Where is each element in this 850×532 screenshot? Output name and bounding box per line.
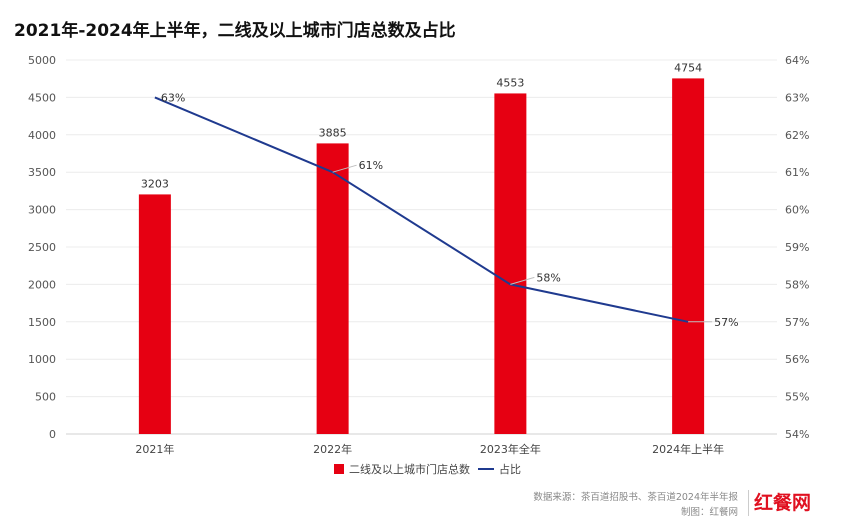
y-axis-right: 54% 55% 56% 57% 58% 59% 60% 61% 62% 63% 64% bbox=[785, 54, 809, 441]
brand-separator bbox=[748, 490, 749, 516]
y-right-tick-label: 63% bbox=[785, 91, 809, 104]
y-right-tick-label: 58% bbox=[785, 278, 809, 291]
bar bbox=[494, 93, 527, 434]
y-right-tick-label: 61% bbox=[785, 166, 809, 179]
brand-logo: 红餐网 bbox=[754, 492, 812, 514]
y-right-tick-label: 57% bbox=[785, 316, 809, 329]
x-tick-label: 2021年 bbox=[135, 442, 174, 456]
y-axis-left: 0 500 1000 1500 2000 2500 3000 3500 4000 4500 5000 bbox=[28, 54, 56, 441]
y-right-tick-label: 62% bbox=[785, 129, 809, 142]
grid-lines bbox=[66, 59, 777, 435]
x-tick-label: 2024年上半年 bbox=[652, 442, 724, 456]
y-right-tick-label: 55% bbox=[785, 391, 809, 404]
y-left-tick-label: 4500 bbox=[28, 91, 56, 104]
bar-value-label: 3885 bbox=[319, 126, 347, 139]
line-value-label: 61% bbox=[359, 159, 383, 172]
line-value-label: 57% bbox=[714, 316, 738, 329]
bar bbox=[316, 143, 349, 435]
bar bbox=[138, 194, 171, 434]
y-left-tick-label: 1500 bbox=[28, 316, 56, 329]
legend-bar-swatch bbox=[334, 464, 344, 474]
y-left-tick-label: 1000 bbox=[28, 353, 56, 366]
bar-value-label: 4754 bbox=[674, 61, 702, 74]
chart-title: 2021年-2024年上半年，二线及以上城市门店总数及占比 bbox=[14, 21, 456, 41]
y-right-tick-label: 59% bbox=[785, 241, 809, 254]
x-tick-label: 2022年 bbox=[313, 442, 352, 456]
y-left-tick-label: 5000 bbox=[28, 54, 56, 67]
y-right-tick-label: 54% bbox=[785, 428, 809, 441]
source-note: 数据来源：茶百道招股书、茶百道2024年半年报 制图：红餐网 bbox=[533, 490, 738, 520]
legend-bar-label: 二线及以上城市门店总数 bbox=[349, 462, 470, 476]
y-right-tick-label: 60% bbox=[785, 204, 809, 217]
y-left-tick-label: 0 bbox=[49, 428, 56, 441]
line-series: 63% 61% 58% 57% bbox=[154, 91, 739, 329]
bar-value-label: 4553 bbox=[496, 76, 524, 89]
source-text: 数据来源：茶百道招股书、茶百道2024年半年报 bbox=[533, 492, 738, 503]
leader-line bbox=[510, 276, 535, 285]
line-path bbox=[154, 96, 689, 323]
y-left-tick-label: 2000 bbox=[28, 278, 56, 291]
x-axis: 2021年 2022年 2023年全年 2024年上半年 bbox=[135, 442, 724, 456]
x-tick-label: 2023年全年 bbox=[480, 442, 541, 456]
y-left-tick-label: 3000 bbox=[28, 204, 56, 217]
line-value-label: 58% bbox=[536, 271, 560, 284]
y-right-tick-label: 64% bbox=[785, 54, 809, 67]
legend: 二线及以上城市门店总数 占比 bbox=[334, 462, 521, 476]
legend-line-label: 占比 bbox=[499, 462, 521, 476]
line-value-label: 63% bbox=[161, 91, 185, 104]
y-right-tick-label: 56% bbox=[785, 353, 809, 366]
bar-value-label: 3203 bbox=[141, 177, 169, 190]
y-left-tick-label: 2500 bbox=[28, 241, 56, 254]
leader-line bbox=[332, 164, 357, 173]
y-left-tick-label: 500 bbox=[35, 391, 56, 404]
y-left-tick-label: 4000 bbox=[28, 129, 56, 142]
bar-series: 3203 3885 4553 4754 bbox=[138, 61, 705, 435]
y-left-tick-label: 3500 bbox=[28, 166, 56, 179]
bar bbox=[672, 78, 705, 434]
credit-text: 制图：红餐网 bbox=[680, 507, 738, 518]
